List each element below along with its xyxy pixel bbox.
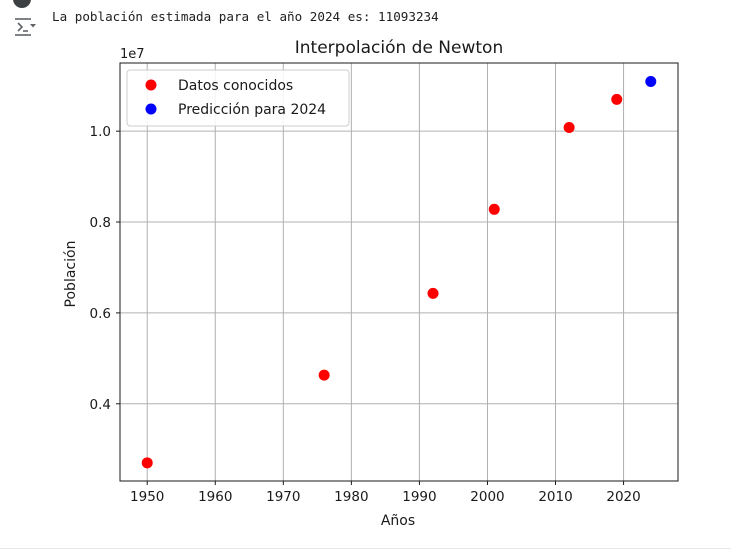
x-tick-label: 2000 xyxy=(470,489,504,505)
legend-marker-datos-conocidos xyxy=(145,79,157,91)
x-tick-label: 1990 xyxy=(402,489,436,505)
cell-gutter xyxy=(0,0,44,555)
x-axis-ticks: 1950 1960 1970 1980 1990 2000 2010 2020 xyxy=(130,481,641,505)
x-tick-label: 1980 xyxy=(334,489,368,505)
y-offset-label: 1e7 xyxy=(120,47,145,62)
grid-lines xyxy=(120,63,678,481)
prediction-point xyxy=(645,75,657,87)
known-data-point xyxy=(318,369,330,381)
known-data-point xyxy=(427,287,439,299)
legend-box xyxy=(126,69,350,127)
data-points xyxy=(141,75,657,469)
legend-label-prediccion: Predicción para 2024 xyxy=(178,102,326,118)
y-tick-label: 0.6 xyxy=(90,306,111,322)
y-axis-ticks: 0.4 0.6 0.8 1.0 xyxy=(90,124,120,413)
run-status-icon[interactable] xyxy=(13,0,31,8)
plot-frame xyxy=(119,62,679,482)
legend-label-datos-conocidos: Datos conocidos xyxy=(178,78,293,94)
legend-marker-prediccion xyxy=(145,103,157,115)
x-tick-label: 2020 xyxy=(606,489,640,505)
known-data-point xyxy=(488,203,500,215)
output-actions-icon[interactable] xyxy=(12,14,38,40)
x-tick-label: 2010 xyxy=(538,489,572,505)
chart-title: Interpolación de Newton xyxy=(295,38,503,58)
cell-divider xyxy=(0,548,731,549)
y-axis-label: Población xyxy=(63,241,79,308)
x-tick-label: 1950 xyxy=(130,489,164,505)
known-data-point xyxy=(563,122,575,134)
y-tick-label: 0.8 xyxy=(90,215,111,231)
legend: Datos conocidos Predicción para 2024 xyxy=(126,69,350,127)
known-data-point xyxy=(141,457,153,469)
known-data-point xyxy=(611,93,623,105)
y-tick-label: 0.4 xyxy=(90,397,111,413)
y-tick-label: 1.0 xyxy=(90,124,111,140)
x-axis-label: Años xyxy=(381,513,415,529)
x-tick-label: 1970 xyxy=(266,489,300,505)
x-tick-label: 1960 xyxy=(198,489,232,505)
stdout-text: La población estimada para el año 2024 e… xyxy=(52,9,439,24)
